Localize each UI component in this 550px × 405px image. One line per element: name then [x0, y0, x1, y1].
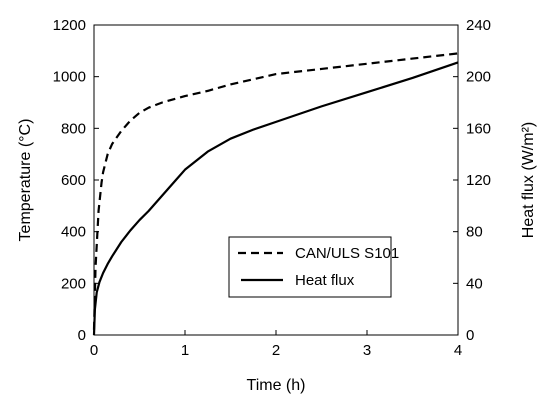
y-tick-label: 0: [78, 327, 86, 344]
y-tick-label: 1000: [53, 69, 86, 86]
x-axis-title: Time (h): [247, 377, 306, 394]
series-line-heat-flux: [92, 61, 459, 336]
left-axis: 0 200 400 600 800 1000 1200: [53, 17, 99, 344]
y-tick-label: 800: [61, 120, 86, 137]
legend-box: [228, 236, 392, 298]
y2-tick-label: 160: [466, 120, 491, 137]
y2-axis-title: Heat flux (W/m²): [520, 122, 537, 238]
x-tick-label: 4: [454, 342, 462, 359]
x-tick-label: 0: [90, 342, 98, 359]
y-tick-label: 400: [61, 224, 86, 241]
legend-label-heat-flux: Heat flux: [295, 272, 355, 289]
y-tick-label: 200: [61, 275, 86, 292]
series-line-can-uls-s101: [92, 52, 459, 330]
y2-tick-label: 40: [466, 275, 483, 292]
x-axis: 0 1 2 3 4: [90, 330, 462, 359]
series-layer: [92, 52, 459, 336]
y-axis-title: Temperature (°C): [17, 119, 34, 242]
x-tick-label: 2: [272, 342, 280, 359]
y2-tick-label: 0: [466, 327, 474, 344]
right-axis: 0 40 80 120 160 200 240: [453, 17, 491, 344]
y2-tick-label: 240: [466, 17, 491, 34]
x-tick-label: 3: [363, 342, 371, 359]
legend-label-can-uls-s101: CAN/ULS S101: [295, 245, 399, 262]
y2-tick-label: 120: [466, 172, 491, 189]
y2-tick-label: 80: [466, 224, 483, 241]
y-tick-label: 600: [61, 172, 86, 189]
x-tick-label: 1: [181, 342, 189, 359]
y2-tick-label: 200: [466, 69, 491, 86]
legend: CAN/ULS S101 Heat flux: [228, 236, 399, 298]
y-tick-label: 1200: [53, 17, 86, 34]
